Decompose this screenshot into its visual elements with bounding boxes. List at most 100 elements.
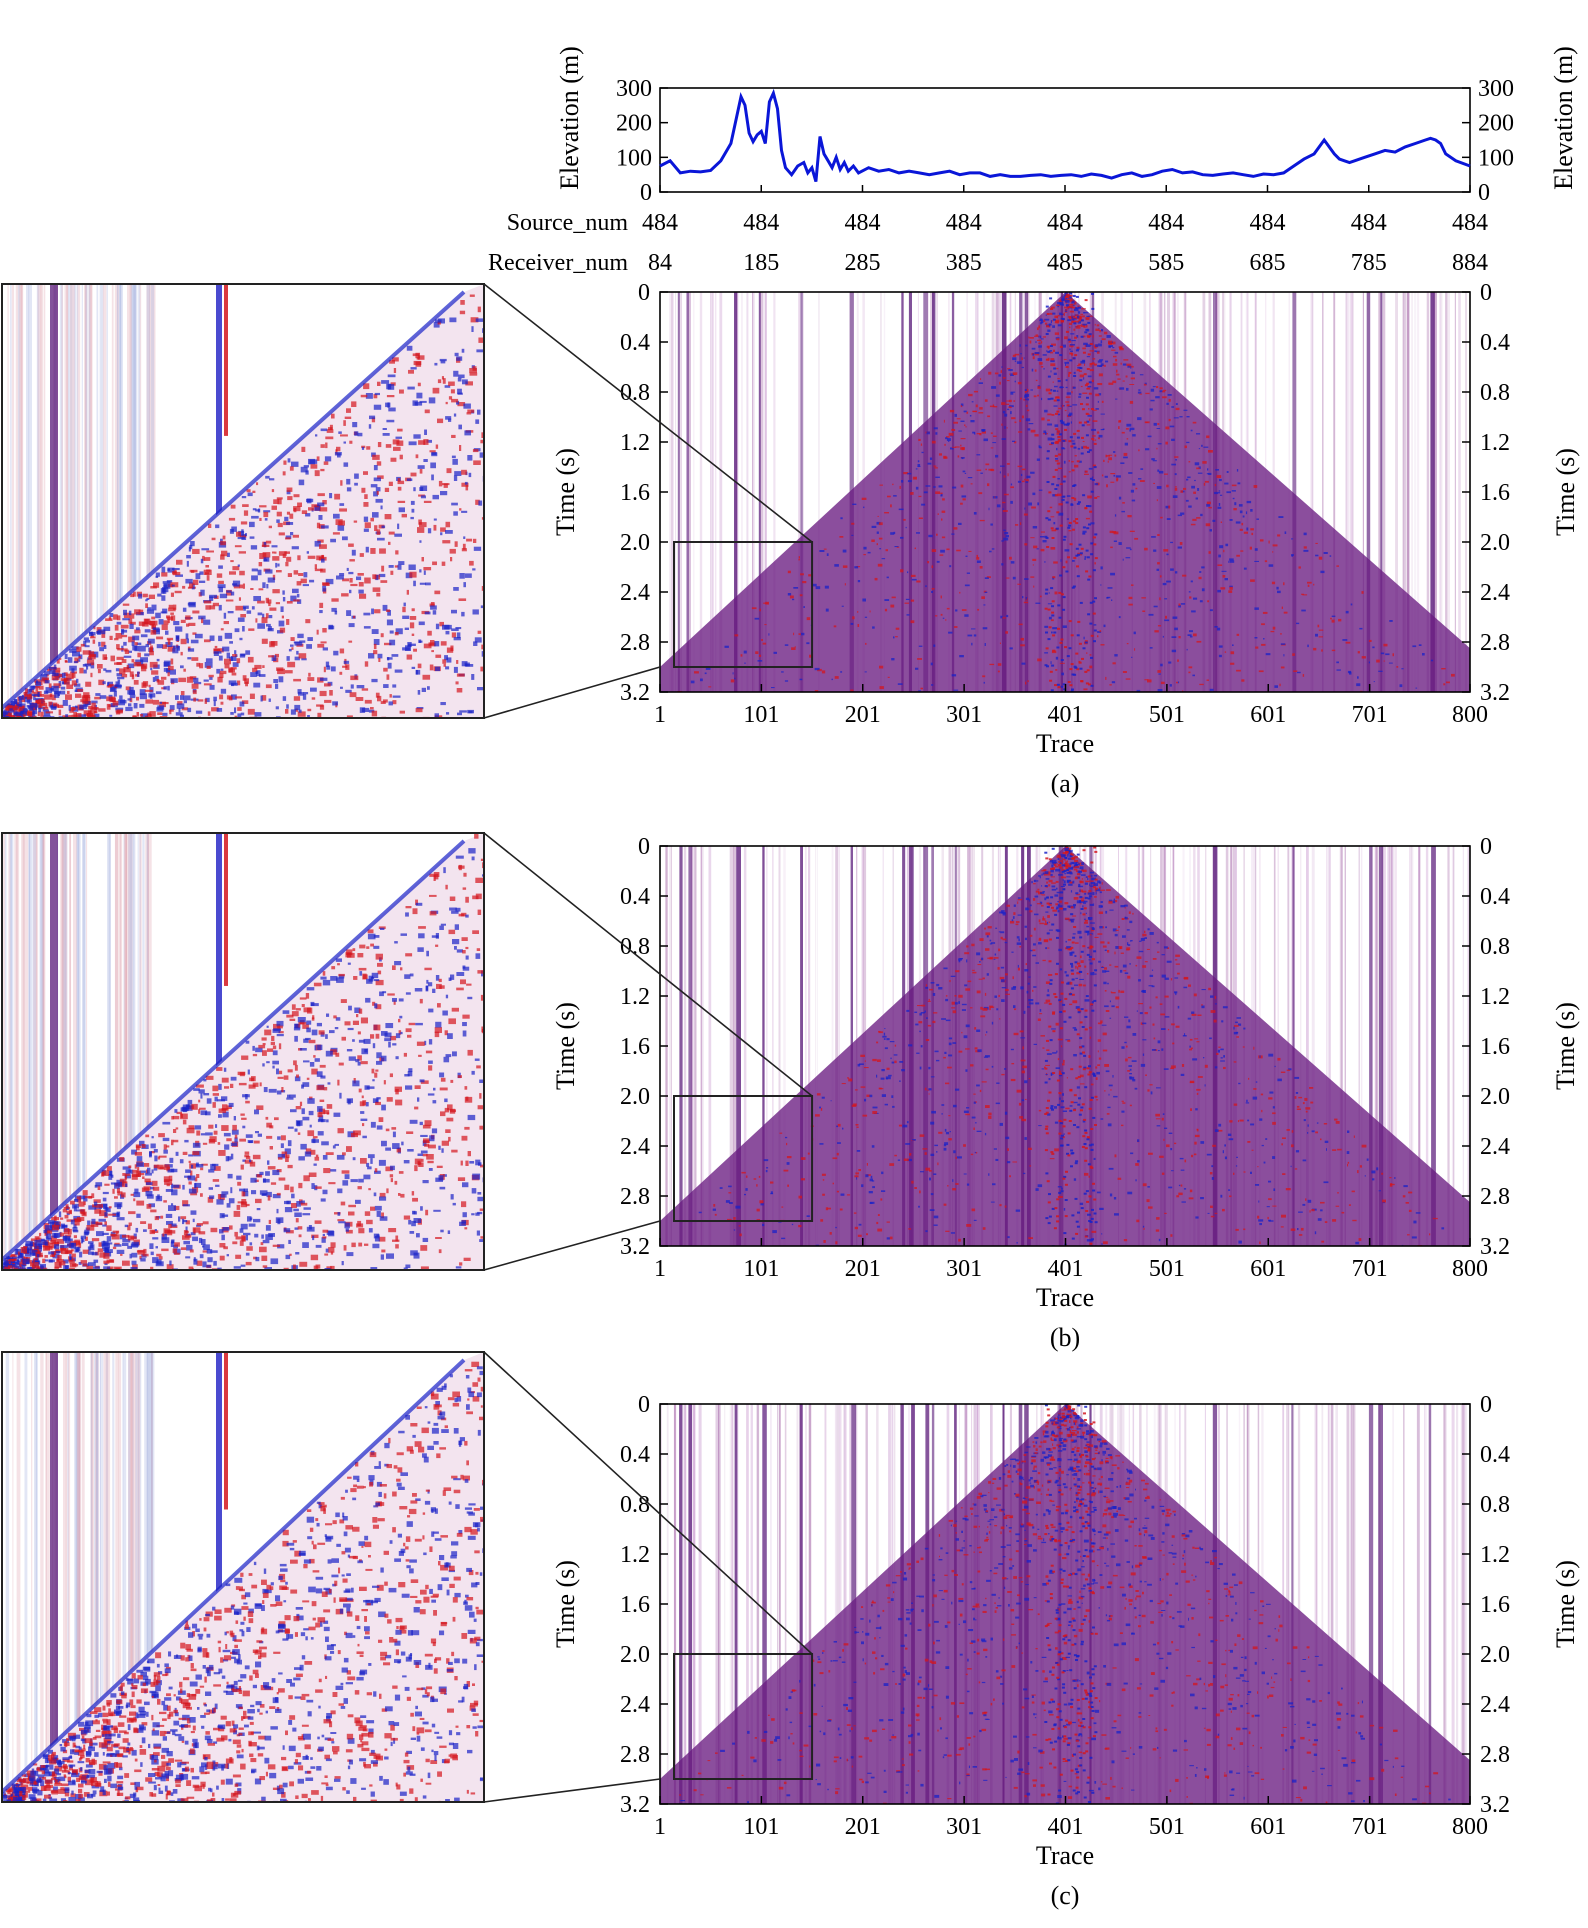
seismic-sample [1265, 1138, 1268, 1140]
seismic-sample [970, 483, 973, 485]
seismic-sample [1045, 333, 1049, 335]
seismic-sample [1072, 862, 1078, 865]
seismic-sample [1107, 587, 1113, 589]
seismic-sample [973, 390, 978, 393]
inset-sample [98, 708, 106, 712]
inset-sample [380, 633, 384, 638]
inset-noise-trace [96, 284, 99, 718]
inset-sample [346, 715, 353, 718]
inset-sample [343, 441, 346, 444]
seismic-sample [1025, 963, 1027, 966]
seismic-sample [1108, 1167, 1114, 1170]
seismic-sample [1027, 1006, 1031, 1008]
seismic-sample [1089, 510, 1093, 513]
seismic-sample [877, 1059, 881, 1062]
inset-sample [473, 546, 482, 551]
inset-sample [349, 559, 355, 562]
seismic-sample [1060, 886, 1065, 887]
seismic-sample [957, 455, 960, 458]
inset-sample [316, 555, 324, 561]
seismic-sample [1256, 518, 1259, 520]
inset-noise-trace [10, 284, 12, 718]
noise-trace [1326, 846, 1328, 1246]
seismic-sample [1065, 330, 1069, 333]
seismic-sample [1120, 990, 1125, 993]
inset-sample [232, 654, 237, 657]
inset-sample [109, 635, 113, 640]
seismic-sample [987, 415, 991, 418]
inset-sample [27, 694, 32, 700]
seismic-sample [884, 1028, 886, 1030]
seismic-sample [1259, 1055, 1261, 1058]
inset-sample [195, 573, 201, 580]
seismic-sample [1253, 485, 1258, 488]
noise-trace-strong [1378, 846, 1384, 1246]
time-tick-label-left: 2.8 [620, 630, 650, 656]
seismic-sample [984, 399, 988, 402]
seismic-sample [1108, 345, 1113, 347]
inset-sample [120, 624, 129, 629]
seismic-sample [1130, 365, 1132, 369]
inset-sample [321, 558, 325, 563]
seismic-sample [1074, 666, 1078, 669]
inset-sample [388, 541, 391, 545]
inset-sample [326, 429, 334, 433]
inset-sample [419, 522, 427, 528]
seismic-sample [1114, 899, 1118, 903]
seismic-sample [961, 447, 965, 451]
seismic-sample [1245, 1102, 1250, 1104]
seismic-sample [1233, 508, 1237, 511]
noise-trace [1345, 292, 1348, 692]
seismic-sample [831, 678, 833, 681]
seismic-sample [981, 957, 984, 961]
noise-trace [683, 846, 687, 1246]
inset-sample [74, 683, 81, 687]
seismic-sample [1189, 1189, 1193, 1193]
seismic-sample [1070, 350, 1073, 352]
seismic-sample [1010, 1078, 1016, 1082]
inset-sample [461, 482, 469, 487]
inset-sample [391, 654, 399, 657]
seismic-sample [1060, 860, 1064, 862]
inset-sample [188, 622, 196, 626]
seismic-sample [1129, 427, 1135, 431]
seismic-sample [976, 1130, 982, 1132]
inset-sample [235, 605, 244, 611]
seismic-sample [1082, 351, 1086, 354]
seismic-sample [914, 1187, 917, 1189]
seismic-sample [1123, 452, 1128, 456]
inset-sample [161, 595, 166, 601]
seismic-sample [917, 658, 922, 660]
inset-sample [282, 471, 286, 476]
seismic-sample [1045, 878, 1050, 880]
seismic-sample [1405, 1202, 1409, 1204]
seismic-sample [1357, 676, 1359, 679]
seismic-sample [1173, 417, 1179, 419]
seismic-sample [1010, 561, 1015, 564]
seismic-sample [998, 948, 1001, 952]
inset-sample [450, 645, 454, 651]
seismic-sample [917, 1005, 922, 1007]
seismic-sample [1091, 428, 1096, 431]
inset-noise-trace [88, 284, 91, 718]
inset-sample [234, 545, 242, 548]
seismic-sample [1051, 433, 1055, 436]
inset-sample [161, 566, 166, 573]
seismic-sample [964, 424, 966, 426]
inset-sample [156, 636, 164, 640]
seismic-sample [1000, 966, 1005, 969]
seismic-sample [1408, 1209, 1412, 1212]
seismic-sample [1045, 947, 1047, 950]
seismic-sample [966, 1183, 970, 1186]
seismic-sample [933, 1173, 937, 1175]
seismic-sample [973, 1101, 976, 1104]
seismic-sample [1084, 312, 1089, 314]
seismic-sample [921, 503, 926, 506]
seismic-sample [1091, 476, 1094, 478]
seismic-sample [1390, 1183, 1395, 1186]
seismic-sample [1125, 428, 1129, 430]
seismic-sample [1065, 560, 1068, 564]
seismic-sample [1352, 1219, 1357, 1222]
inset-sample [217, 584, 226, 589]
seismic-sample [1203, 1057, 1205, 1059]
